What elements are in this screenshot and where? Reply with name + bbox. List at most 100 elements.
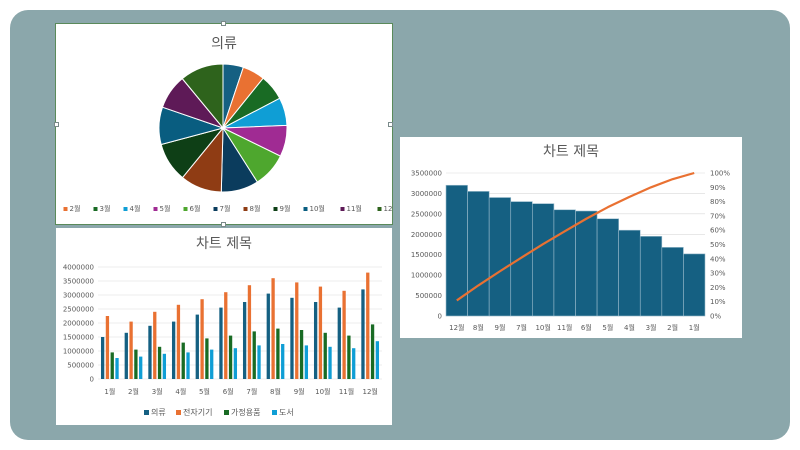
legend-swatch — [340, 207, 345, 211]
bar — [488, 197, 512, 317]
legend-swatch — [183, 207, 188, 211]
y2-tick-label: 50% — [710, 241, 726, 249]
bar — [205, 338, 209, 379]
bar — [266, 293, 270, 379]
y-tick-label: 2500000 — [411, 210, 442, 218]
x-tick-label: 3월 — [646, 323, 657, 332]
y2-tick-label: 10% — [710, 298, 726, 306]
bar — [105, 316, 110, 379]
y-tick-label: 0 — [90, 376, 94, 384]
clustered-bar-chart: 차트 제목 0 500000 1000000 1500000 2000000 2500000… — [63, 236, 382, 417]
pie-chart: 의류1월2월3월4월5월6월7월8월9월10월11월12월 — [63, 36, 393, 213]
bar — [186, 352, 190, 379]
x-tick-label: 2월 — [128, 387, 139, 396]
bar — [366, 272, 370, 379]
bar — [328, 346, 332, 379]
bar — [683, 253, 706, 317]
bar — [247, 285, 252, 379]
chart-title: 차트 제목 — [543, 144, 599, 160]
y2-tick-label: 40% — [710, 255, 726, 263]
y-tick-label: 0 — [438, 313, 442, 321]
legend-swatch — [213, 207, 218, 211]
y-tick-label: 3500000 — [63, 278, 94, 286]
resize-handle[interactable] — [221, 222, 226, 227]
x-tick-label: 5월 — [199, 387, 210, 396]
legend-label: 12월 — [384, 204, 393, 213]
pareto-chart: 차트 제목 0 500000 1000000 1500000 2000000 2500000… — [411, 144, 731, 332]
bar — [347, 335, 351, 379]
bar — [299, 330, 304, 379]
x-tick-label: 10월 — [315, 387, 330, 396]
x-tick-label: 7월 — [516, 323, 527, 332]
x-tick-label: 4월 — [175, 387, 186, 396]
bar — [233, 348, 238, 379]
bar — [467, 191, 490, 317]
bar — [148, 325, 152, 379]
bar — [115, 358, 119, 379]
x-tick-label: 9월 — [495, 323, 506, 332]
bar — [139, 356, 143, 379]
y2-tick-label: 30% — [710, 270, 726, 278]
pie-chart-panel[interactable]: 의류1월2월3월4월5월6월7월8월9월10월11월12월 — [55, 23, 393, 225]
legend-label: 도서 — [279, 408, 294, 417]
legend-label: 8월 — [250, 204, 261, 213]
bar — [271, 278, 275, 379]
bar — [100, 337, 105, 379]
legend-swatch — [377, 207, 382, 211]
x-tick-label: 1월 — [104, 387, 115, 396]
bar — [304, 345, 309, 379]
bar — [153, 311, 157, 379]
x-tick-label: 11월 — [339, 387, 354, 396]
bar — [290, 297, 294, 379]
legend-swatch — [224, 410, 229, 415]
y2-tick-label: 20% — [710, 284, 726, 292]
legend-label: 10월 — [310, 204, 325, 213]
bar — [361, 289, 365, 379]
clustered-bar-chart-panel[interactable]: 차트 제목 0 500000 1000000 1500000 2000000 2500000… — [56, 228, 392, 425]
bar — [110, 352, 114, 379]
chart-title: 의류 — [211, 36, 237, 52]
bar — [181, 342, 185, 379]
bar — [575, 210, 598, 317]
legend-label: 4월 — [130, 204, 141, 213]
legend-label: 9월 — [280, 204, 291, 213]
bar — [661, 247, 684, 317]
legend-swatch — [93, 207, 98, 211]
bar — [176, 304, 181, 379]
cumulative-line — [456, 171, 695, 302]
legend-swatch — [243, 207, 248, 211]
legend-label: 가정용품 — [231, 407, 260, 417]
legend-swatch — [123, 207, 128, 211]
legend-label: 3월 — [100, 204, 111, 213]
x-tick-label: 3월 — [152, 387, 163, 396]
legend-label: 전자기기 — [183, 407, 212, 417]
resize-handle[interactable] — [54, 122, 59, 127]
legend-swatch — [273, 207, 278, 211]
legend-swatch — [176, 410, 181, 415]
y2-tick-label: 0% — [710, 313, 721, 321]
pareto-chart-panel[interactable]: 차트 제목 0 500000 1000000 1500000 2000000 2500000… — [400, 137, 742, 338]
bar — [134, 349, 138, 379]
bar — [281, 344, 285, 379]
legend-swatch — [153, 207, 158, 211]
x-tick-label: 12월 — [449, 323, 464, 332]
bar — [200, 299, 204, 379]
legend-label: 7월 — [220, 204, 231, 213]
chart-title: 차트 제목 — [196, 236, 252, 252]
y-tick-label: 2000000 — [63, 320, 94, 328]
bar — [295, 282, 299, 379]
resize-handle[interactable] — [388, 122, 393, 127]
bar — [129, 321, 133, 379]
bar — [639, 236, 663, 317]
resize-handle[interactable] — [221, 21, 226, 26]
bar — [171, 321, 176, 379]
legend-label: 5월 — [160, 204, 171, 213]
x-tick-label: 2월 — [667, 323, 678, 332]
bar — [162, 353, 167, 379]
x-tick-label: 8월 — [473, 323, 484, 332]
bar — [596, 218, 619, 317]
legend-label: 의류 — [151, 407, 166, 417]
legend-swatch — [303, 207, 308, 211]
y2-tick-label: 70% — [710, 212, 726, 220]
bar — [242, 302, 247, 379]
